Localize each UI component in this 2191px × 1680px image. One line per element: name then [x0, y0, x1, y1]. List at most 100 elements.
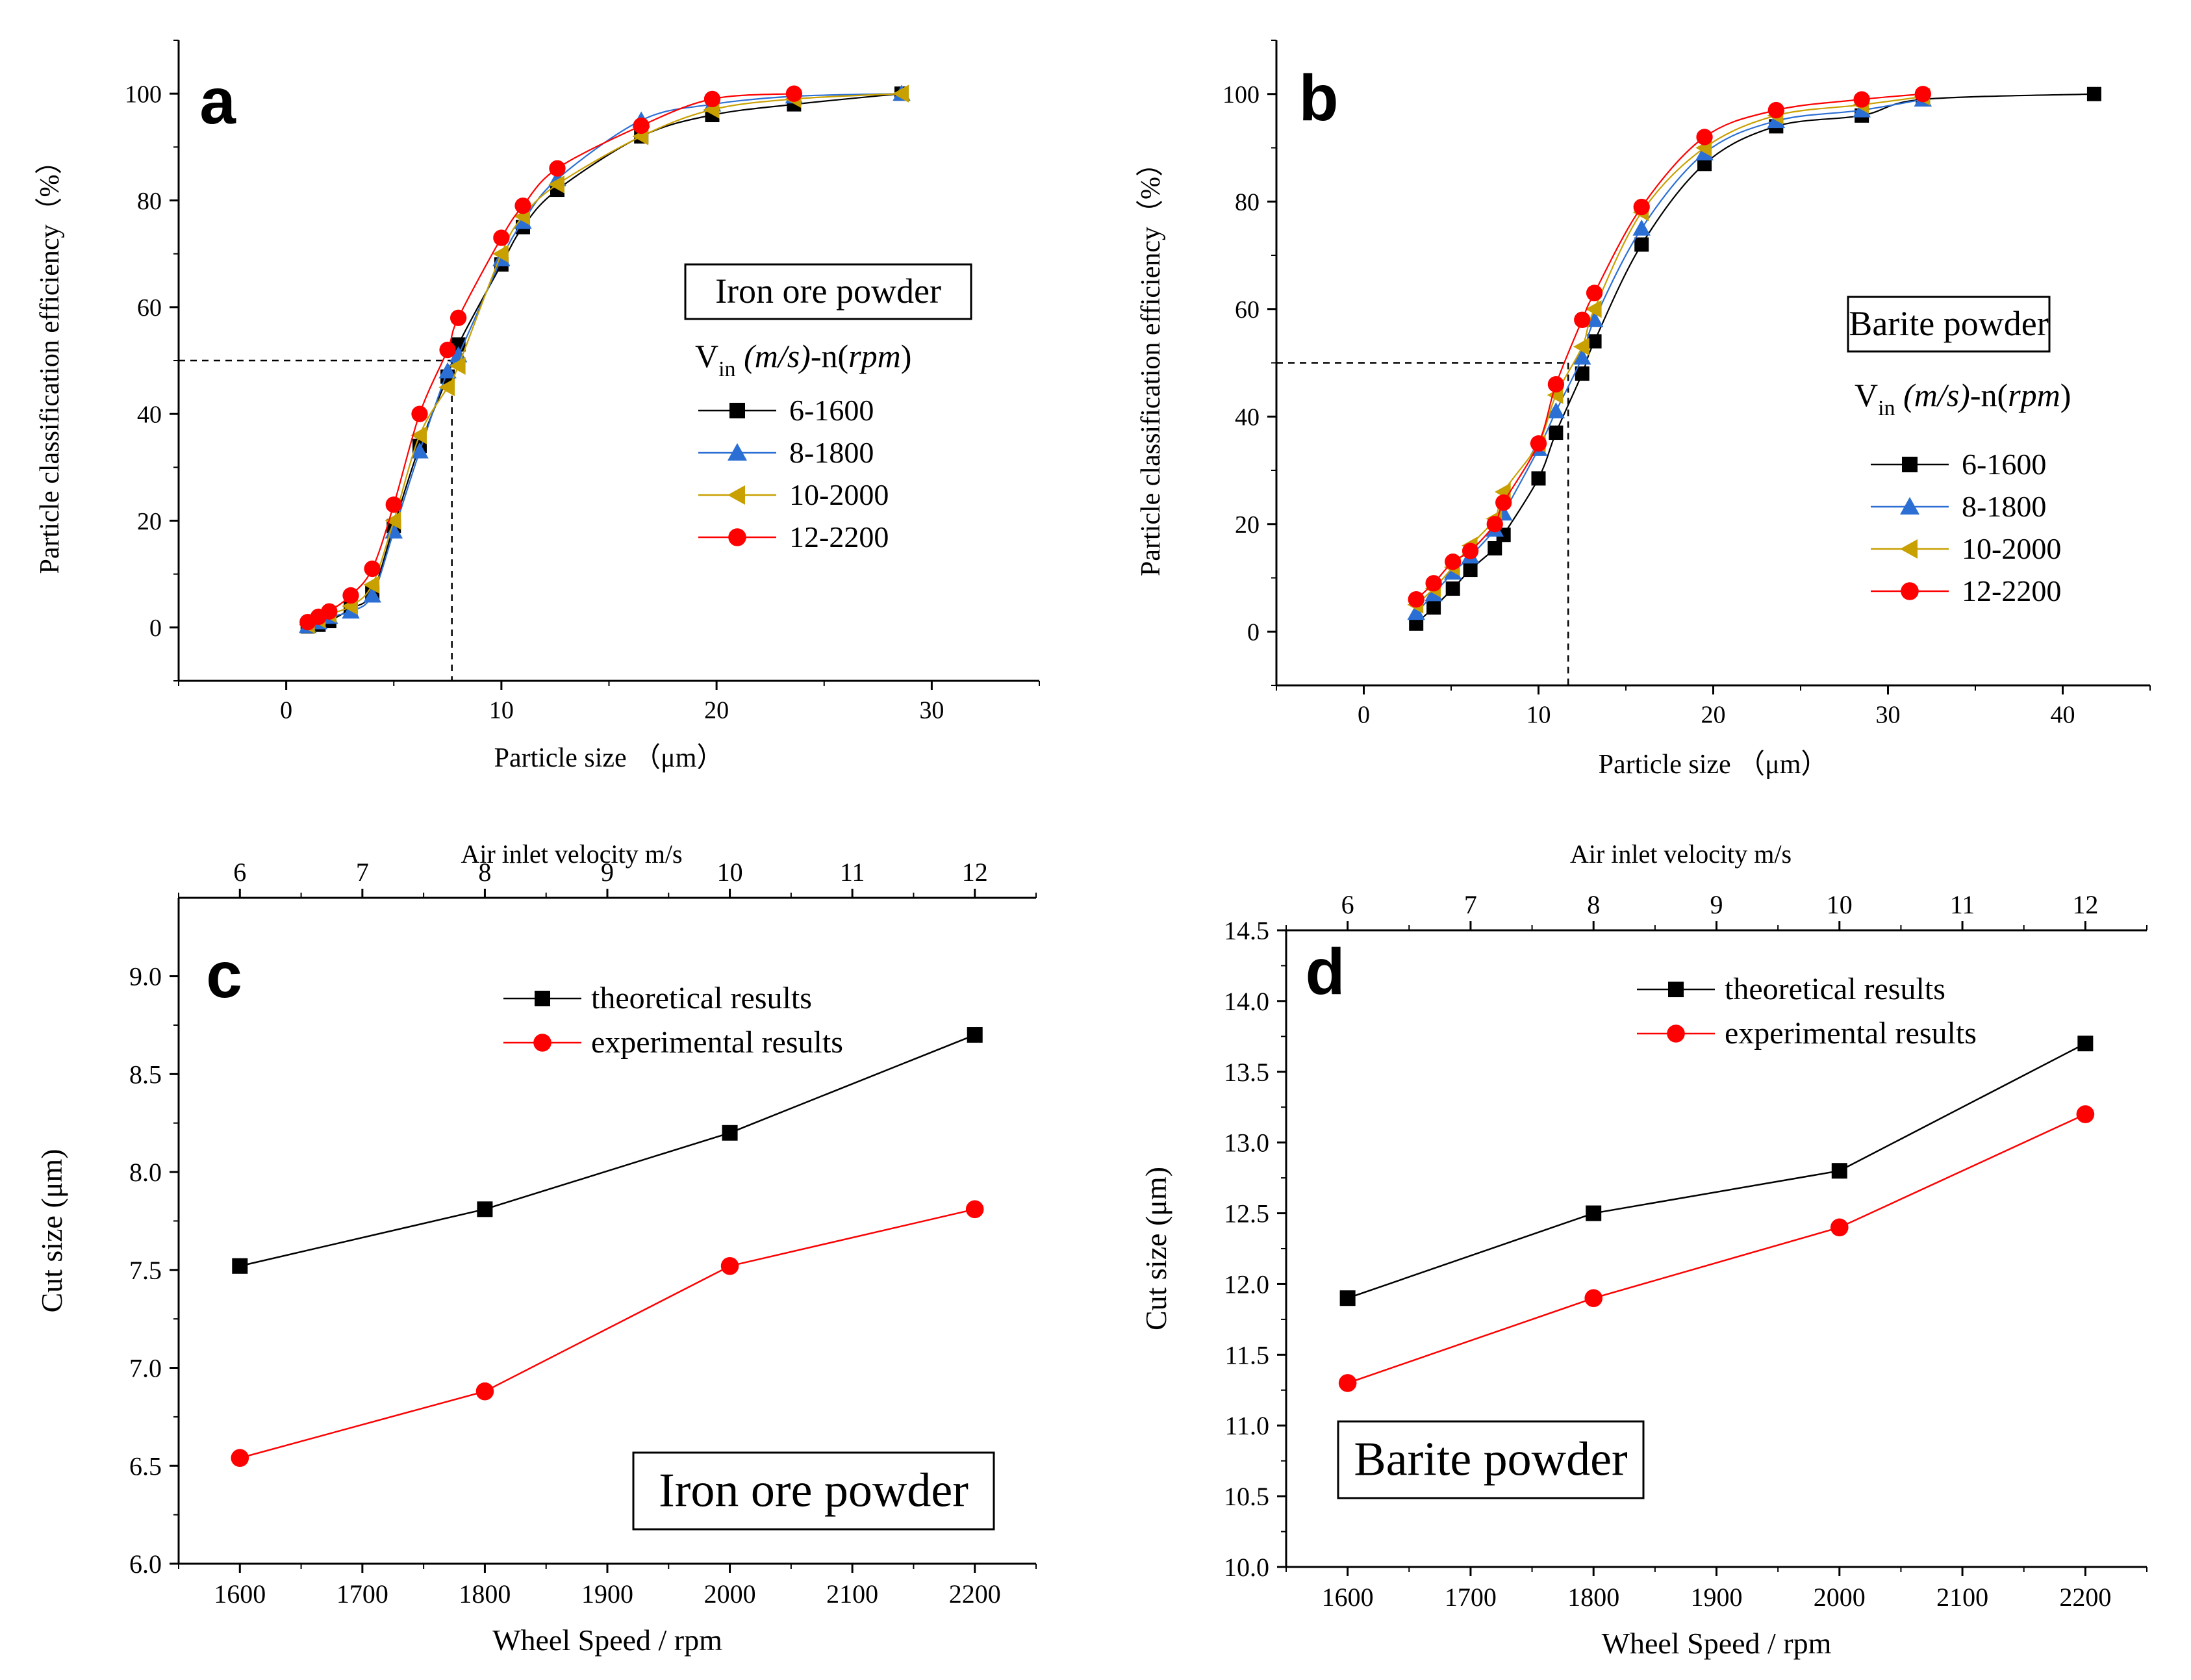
y-tick-label: 8.0	[129, 1158, 162, 1187]
data-point	[1445, 581, 1460, 596]
data-point	[1462, 542, 1479, 559]
x-tick-label: 2200	[949, 1579, 1001, 1609]
legend-title-part	[1895, 377, 1904, 413]
x-tick-label: 1600	[1322, 1583, 1374, 1612]
x-axis-title: Particle size （μm）	[1599, 750, 1829, 780]
data-point	[411, 405, 428, 422]
data-point	[1407, 604, 1425, 620]
data-point	[1584, 1289, 1603, 1308]
y-tick-label: 80	[1235, 189, 1260, 216]
y-tick-label: 14.0	[1224, 987, 1269, 1016]
legend-title-part: V	[1855, 377, 1878, 413]
y-tick-label: 13.5	[1224, 1058, 1269, 1087]
series-experimental-results	[231, 1200, 984, 1468]
x-axis-title: Particle size （μm）	[494, 743, 724, 773]
legend-item: experimental results	[503, 1025, 843, 1060]
x2-tick-label: 12	[962, 858, 988, 887]
legend-title-part: -n(	[811, 338, 848, 374]
y-tick-label: 11.5	[1224, 1340, 1269, 1369]
data-point	[633, 117, 650, 134]
data-point	[2086, 86, 2101, 101]
data-point	[1696, 129, 1713, 146]
x-tick-label: 1900	[1691, 1583, 1743, 1612]
series-line	[1347, 1043, 2086, 1299]
data-point	[1697, 157, 1712, 172]
data-point	[1573, 348, 1591, 365]
data-point	[1586, 285, 1603, 301]
y-tick-label: 20	[137, 508, 162, 535]
x-tick-label: 20	[1701, 702, 1726, 729]
panel-d-barite-cut-size-chart: 10.0 10.5 11.0 11.5 12.0 12.5 13.0 13.5 14.0 14.5…	[1104, 838, 2191, 1680]
x-tick-label: 1600	[214, 1579, 266, 1609]
y-tick-label: 9.0	[129, 962, 162, 991]
x-tick-label: 30	[1876, 702, 1901, 729]
y-tick-label: 10.0	[1224, 1553, 1269, 1582]
legend-marker	[1667, 1025, 1685, 1043]
data-point	[1339, 1290, 1356, 1306]
data-point	[1486, 516, 1503, 533]
legend-title-part: (m/s)	[1903, 377, 1970, 413]
x-tick-label: 10	[489, 697, 514, 724]
legend-title-part: in	[718, 357, 735, 381]
material-label-box	[684, 263, 972, 320]
data-point	[1585, 300, 1602, 318]
data-point	[1426, 600, 1441, 615]
y-tick-label: 11.0	[1224, 1411, 1269, 1440]
x-tick-label: 0	[1358, 702, 1370, 729]
data-point	[1853, 91, 1870, 108]
legend-item: 8-1800	[698, 436, 874, 469]
data-point	[1573, 337, 1589, 356]
legend-title-part: rpm	[848, 338, 901, 374]
data-point	[438, 378, 455, 396]
data-point	[722, 1125, 738, 1141]
y-axis-title: Cut size (μm)	[35, 1149, 68, 1312]
data-point	[439, 341, 456, 359]
y-tick-label: 13.0	[1224, 1128, 1269, 1158]
y-tick-label: 12.5	[1224, 1199, 1269, 1228]
data-point	[475, 1382, 494, 1401]
x-tick-label: 0	[280, 697, 292, 724]
data-point	[231, 1449, 249, 1468]
x-tick-label: 40	[2051, 702, 2075, 729]
legend-label: 8-1800	[1962, 490, 2046, 523]
y-tick-label: 0	[149, 615, 162, 642]
data-point	[1914, 86, 1931, 103]
data-point	[1530, 435, 1547, 452]
legend-label: 12-2200	[1962, 574, 2061, 607]
x2-tick-label: 9	[1710, 890, 1723, 919]
x2-axis-title: Air inlet velocity m/s	[1570, 839, 1792, 869]
legend-title-part: (m/s)	[744, 338, 811, 374]
x2-tick-label: 8	[478, 858, 491, 887]
x2-tick-label: 11	[1950, 890, 1975, 919]
data-point	[364, 560, 381, 578]
legend-item: 12-2200	[1871, 574, 2061, 607]
legend-label: 12-2200	[789, 520, 889, 554]
x-tick-label: 1900	[581, 1579, 633, 1609]
series-theoretical-results	[232, 1027, 983, 1274]
series-experimental-results	[1338, 1105, 2095, 1392]
x-tick-label: 2100	[826, 1579, 878, 1609]
legend-label: 6-1600	[1962, 448, 2046, 481]
data-point	[1633, 198, 1650, 216]
legend-marker	[728, 528, 746, 546]
x2-tick-label: 6	[233, 858, 246, 887]
data-point	[1585, 311, 1604, 327]
chart-c-svg: 6.0 6.5 7.0 7.5 8.0 8.5 9.0 1600 1700 1800 1900 200…	[35, 839, 1037, 1657]
legend-label: 6-1600	[789, 394, 874, 427]
data-point	[893, 84, 909, 103]
data-point	[342, 587, 359, 604]
x2-tick-label: 12	[2072, 890, 2098, 919]
data-point	[1634, 237, 1649, 252]
x-tick-label: 2000	[704, 1579, 756, 1609]
panel-a-iron-ore-efficiency-chart: 0 20 40 60 80 100 0 10 20 30 Particle size （μm） Par…	[0, 0, 1091, 806]
legend-marker	[1902, 457, 1918, 472]
y-tick-label: 60	[137, 294, 162, 322]
legend-item: 6-1600	[698, 394, 874, 427]
data-point	[385, 511, 401, 530]
legend-title-part	[736, 338, 744, 374]
legend-title-part: rpm	[2008, 377, 2060, 413]
chart-b-svg: 0 20 40 60 80 100 0 10 20 30 40 Particle size （μm） P…	[1136, 40, 2151, 780]
legend-title-part: -n(	[1970, 377, 2008, 413]
legend-label: theoretical results	[1725, 972, 1945, 1006]
y-tick-label: 10.5	[1224, 1482, 1269, 1511]
